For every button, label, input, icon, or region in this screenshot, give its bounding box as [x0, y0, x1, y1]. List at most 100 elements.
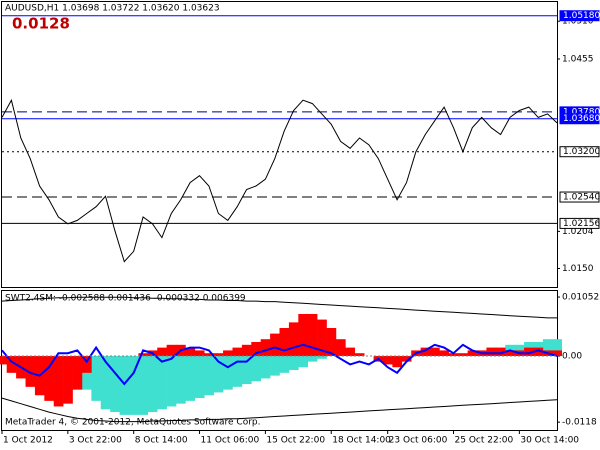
histogram-bar [241, 344, 252, 357]
histogram-bar [307, 313, 318, 357]
histogram-bar [213, 356, 224, 393]
y-tick-label: 0.010523 [562, 293, 600, 303]
histogram-bar [533, 347, 544, 357]
histogram-bar [223, 350, 233, 357]
histogram-bar [157, 356, 167, 410]
level-label: 1.03780 [563, 107, 600, 117]
y-tick-label: 1.0455 [562, 55, 594, 65]
y-tick-label: 0.00 [562, 352, 582, 362]
histogram-bar [260, 339, 271, 357]
histogram-bar [204, 356, 214, 396]
histogram-bar [100, 356, 111, 410]
series-line [1, 397, 558, 423]
histogram-bar [552, 339, 563, 357]
histogram-bar [298, 313, 309, 357]
histogram-bar [270, 356, 280, 376]
x-tick-label: 25 Oct 22:00 [455, 436, 514, 446]
histogram-bar [241, 356, 252, 385]
level-label: 1.03200 [563, 147, 600, 157]
level-box [559, 113, 600, 125]
histogram-bar [335, 339, 346, 357]
histogram-bar [204, 353, 214, 357]
histogram-bar [147, 356, 158, 413]
histogram-bar [138, 356, 149, 415]
histogram-bar [166, 356, 177, 407]
annotation: 0.0128 [12, 15, 70, 33]
level-box [559, 217, 600, 229]
histogram-bar [430, 347, 440, 357]
histogram-bar [392, 356, 403, 368]
histogram-bar [185, 356, 196, 401]
chart-title: AUDUSD,H1 1.03698 1.03722 1.03620 1.0362… [5, 4, 220, 14]
histogram-bar [448, 353, 459, 357]
histogram-bar [307, 356, 318, 362]
histogram-bar [194, 356, 205, 399]
histogram-bar [279, 327, 290, 357]
histogram-bar [354, 353, 365, 357]
histogram-bar [44, 356, 55, 401]
level-box [559, 146, 600, 158]
y-tick-label: 1.0204 [562, 227, 594, 237]
histogram-bar [279, 356, 290, 373]
x-tick-label: 15 Oct 22:00 [266, 436, 325, 446]
level-box [559, 10, 600, 22]
histogram-bar [185, 347, 196, 357]
histogram-bar [6, 356, 17, 373]
price-frame [1, 1, 558, 288]
series-line [1, 343, 558, 386]
x-tick-label: 30 Oct 14:00 [520, 436, 579, 446]
histogram-bar [63, 356, 73, 404]
x-tick-label: 3 Oct 22:00 [69, 436, 122, 446]
series-line [1, 296, 557, 319]
histogram-bar [524, 347, 534, 357]
histogram-bar [25, 356, 36, 387]
histogram-bar [552, 350, 563, 357]
x-tick-label: 23 Oct 06:00 [389, 436, 448, 446]
histogram-bar [317, 356, 327, 359]
histogram-bar [0, 356, 8, 365]
histogram-bar [270, 333, 280, 357]
histogram-bar [345, 347, 356, 357]
histogram-bar [213, 353, 224, 357]
histogram-bar [166, 344, 177, 357]
level-label: 1.02156 [563, 219, 600, 229]
histogram-bar [119, 356, 130, 415]
level-label: 1.03680 [563, 114, 600, 124]
x-tick-label: 18 Oct 14:00 [332, 436, 391, 446]
histogram-bar [72, 356, 83, 390]
histogram-bar [260, 356, 271, 379]
histogram-bar [288, 322, 299, 357]
histogram-bar [251, 342, 261, 357]
level-box [559, 191, 600, 203]
histogram-bar [288, 356, 299, 371]
histogram-bar [157, 347, 167, 357]
histogram-bar [458, 353, 468, 357]
indicator-title: SWT2.4SM: -0.002588 0.001436 -0.000332 0… [5, 294, 246, 304]
y-tick-label: 1.0150 [562, 264, 594, 274]
level-label: 1.02540 [563, 193, 600, 203]
histogram-bar [401, 356, 412, 362]
series-line [1, 98, 558, 263]
histogram-bar [382, 356, 393, 365]
y-tick-label: 1.0510 [562, 17, 594, 27]
histogram-bar [138, 353, 149, 357]
level-label: 1.05180 [563, 11, 600, 21]
histogram-bar [326, 327, 337, 357]
histogram-bar [317, 319, 327, 357]
x-tick-label: 1 Oct 2012 [3, 436, 53, 446]
histogram-bar [439, 350, 450, 357]
histogram-bar [223, 356, 233, 390]
histogram-bar [505, 350, 515, 357]
histogram-bar [176, 356, 186, 404]
histogram-bar [128, 356, 139, 415]
y-tick-label: -0.0118 [562, 418, 597, 428]
histogram-bar [232, 347, 243, 357]
histogram-bar [91, 356, 102, 401]
histogram-bar [194, 350, 205, 357]
footer: MetaTrader 4, © 2001-2012, MetaQuotes So… [5, 418, 261, 428]
histogram-bar [298, 356, 309, 368]
histogram-bar [495, 347, 506, 357]
x-tick-label: 8 Oct 14:00 [135, 436, 188, 446]
x-tick-label: 11 Oct 06:00 [201, 436, 260, 446]
